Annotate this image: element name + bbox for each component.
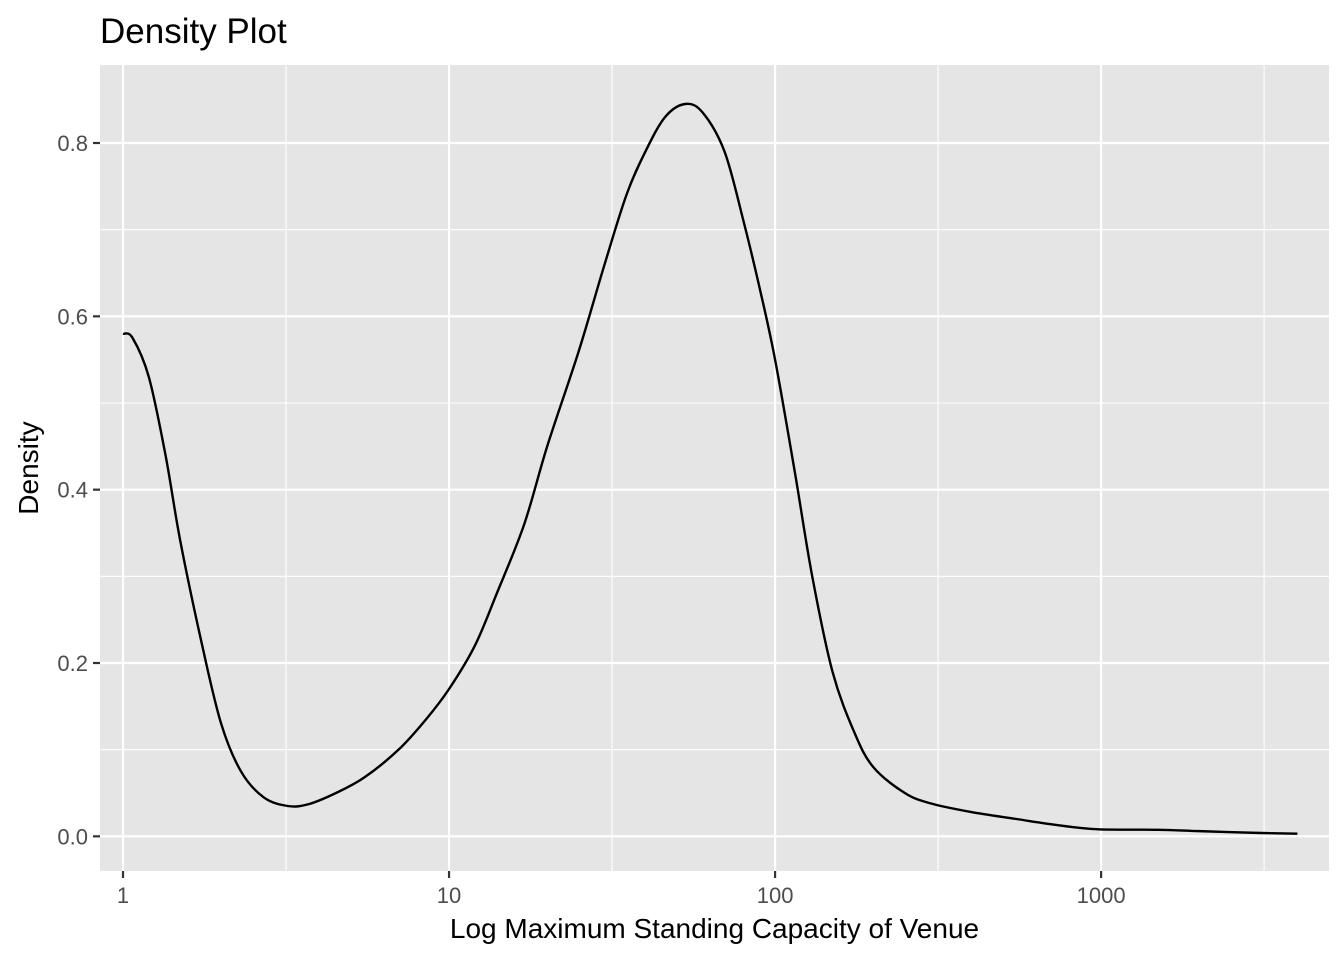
y-axis-title: Density [13, 421, 44, 514]
x-tick-label: 100 [757, 883, 794, 908]
x-tick-label: 10 [437, 883, 461, 908]
chart-title: Density Plot [100, 12, 287, 51]
x-axis-title: Log Maximum Standing Capacity of Venue [450, 913, 979, 944]
y-axis: 0.0 0.2 0.4 0.6 0.8 [57, 131, 100, 849]
x-tick-label: 1000 [1077, 883, 1126, 908]
x-tick-label: 1 [117, 883, 129, 908]
major-gridlines [100, 65, 1329, 871]
y-tick-label: 0.8 [57, 131, 88, 156]
y-tick-label: 0.0 [57, 824, 88, 849]
y-tick-label: 0.2 [57, 651, 88, 676]
density-curve [122, 102, 1298, 835]
y-tick-label: 0.6 [57, 304, 88, 329]
minor-gridlines [100, 65, 1329, 871]
x-axis: 1 10 100 1000 [117, 871, 1126, 908]
y-tick-label: 0.4 [57, 478, 88, 503]
plot-panel [100, 65, 1329, 871]
